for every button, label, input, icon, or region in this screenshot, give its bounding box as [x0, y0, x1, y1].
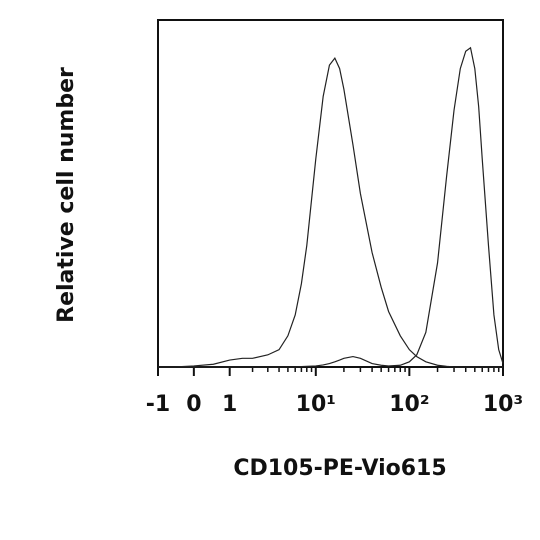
plot-frame	[157, 19, 504, 368]
x-tick-label: 1	[222, 392, 237, 417]
x-tick-label: 0	[186, 392, 201, 417]
x-tick-label: 10²	[389, 392, 429, 417]
histogram-line	[158, 57, 503, 368]
x-tick-label: 10³	[483, 392, 523, 417]
y-axis-label: Relative cell number	[54, 67, 79, 323]
x-tick-label: -1	[146, 392, 170, 417]
x-axis-label: CD105-PE-Vio615	[233, 456, 446, 481]
x-tick-label: 10¹	[296, 392, 336, 417]
histogram-line	[158, 46, 504, 368]
